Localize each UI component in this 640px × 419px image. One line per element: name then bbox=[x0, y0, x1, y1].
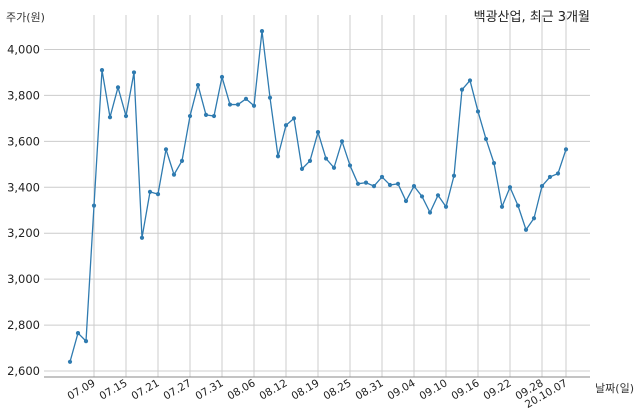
data-point bbox=[195, 82, 201, 88]
data-point bbox=[331, 165, 337, 170]
data-point bbox=[531, 216, 537, 221]
data-point bbox=[163, 147, 169, 152]
y-tick-label: 2,800 bbox=[7, 318, 40, 332]
x-tick-label: 09.22 bbox=[481, 377, 513, 402]
data-point bbox=[355, 181, 361, 186]
y-tick-label: 4,000 bbox=[7, 42, 40, 56]
y-axis-label: 주가(원) bbox=[6, 11, 45, 24]
x-tick-label: 08.19 bbox=[289, 377, 321, 402]
x-tick-label: 07.09 bbox=[65, 377, 97, 402]
data-point bbox=[139, 235, 145, 240]
x-tick-label: 07.31 bbox=[193, 377, 225, 402]
data-point bbox=[203, 112, 209, 118]
data-point bbox=[467, 78, 473, 83]
data-point bbox=[275, 154, 281, 159]
data-point bbox=[131, 70, 137, 75]
data-point bbox=[371, 184, 377, 189]
data-point bbox=[171, 172, 177, 177]
data-points bbox=[67, 28, 569, 364]
data-point bbox=[291, 116, 297, 121]
x-tick-labels: 07.09 07.15 07.21 07.27 07.31 08.06 08.12 08.19… bbox=[65, 377, 569, 411]
x-tick-label: 07.21 bbox=[129, 377, 161, 402]
data-point bbox=[563, 147, 569, 152]
x-tick-label: 08.06 bbox=[225, 377, 257, 403]
data-point bbox=[459, 87, 465, 92]
x-tick-label: 07.27 bbox=[161, 377, 193, 402]
data-point bbox=[67, 359, 73, 364]
data-point bbox=[339, 139, 345, 144]
data-point bbox=[539, 184, 545, 189]
data-point bbox=[523, 227, 529, 232]
data-point bbox=[363, 180, 369, 185]
x-tick-label: 08.31 bbox=[353, 377, 385, 402]
x-tick-label: 08.12 bbox=[257, 377, 289, 402]
data-point bbox=[347, 163, 353, 168]
x-tick-label: 08.25 bbox=[321, 377, 353, 402]
y-tick-label: 3,600 bbox=[7, 134, 40, 148]
data-point bbox=[91, 203, 97, 208]
data-point bbox=[547, 174, 553, 180]
data-point bbox=[219, 74, 225, 80]
data-point bbox=[475, 109, 481, 114]
data-point bbox=[387, 182, 393, 188]
data-point bbox=[419, 194, 425, 199]
data-point bbox=[315, 130, 321, 135]
data-point bbox=[411, 184, 417, 189]
data-point bbox=[451, 173, 457, 178]
data-point bbox=[435, 193, 441, 198]
data-point bbox=[179, 158, 185, 163]
x-tick-label: 07.15 bbox=[97, 377, 129, 402]
x-axis-label: 날짜(일) bbox=[595, 381, 634, 395]
data-point bbox=[259, 28, 265, 34]
data-point bbox=[403, 198, 409, 204]
data-point bbox=[499, 204, 505, 209]
y-tick-label: 3,800 bbox=[7, 88, 40, 102]
data-point bbox=[443, 204, 449, 209]
data-point bbox=[507, 185, 513, 190]
data-point bbox=[251, 103, 257, 108]
chart-title: 백광산업, 최근 3개월 bbox=[474, 10, 590, 25]
y-tick-labels: 2,600 2,800 3,000 3,200 3,400 3,600 3,800 4,000 bbox=[7, 42, 40, 378]
data-point bbox=[483, 136, 489, 142]
data-point bbox=[491, 161, 497, 166]
data-point bbox=[395, 181, 401, 186]
data-point bbox=[379, 174, 385, 180]
data-point bbox=[75, 331, 81, 336]
data-point bbox=[187, 113, 193, 119]
data-point bbox=[243, 96, 249, 101]
data-point bbox=[555, 171, 561, 176]
data-point bbox=[107, 115, 113, 120]
data-point bbox=[211, 113, 217, 119]
x-tick-label: 09.04 bbox=[385, 377, 417, 403]
data-point bbox=[299, 166, 305, 171]
data-point bbox=[427, 210, 433, 215]
data-point bbox=[323, 156, 329, 161]
y-tick-label: 3,400 bbox=[7, 180, 40, 194]
y-tick-label: 2,600 bbox=[7, 364, 40, 378]
data-point bbox=[267, 95, 273, 100]
data-point bbox=[155, 192, 161, 197]
data-point bbox=[515, 203, 521, 208]
y-tick-label: 3,000 bbox=[7, 272, 40, 286]
data-point bbox=[83, 339, 89, 344]
x-tick-label: 09.10 bbox=[417, 377, 449, 402]
data-point bbox=[115, 85, 121, 90]
y-tick-label: 3,200 bbox=[7, 226, 40, 240]
data-point bbox=[283, 123, 289, 128]
data-point bbox=[227, 102, 233, 107]
data-point bbox=[99, 68, 105, 73]
data-point bbox=[235, 102, 241, 107]
data-point bbox=[307, 158, 313, 163]
grid-lines bbox=[44, 15, 590, 377]
data-point bbox=[123, 113, 129, 119]
x-tick-label: 09.16 bbox=[449, 377, 481, 403]
data-point bbox=[147, 189, 153, 194]
